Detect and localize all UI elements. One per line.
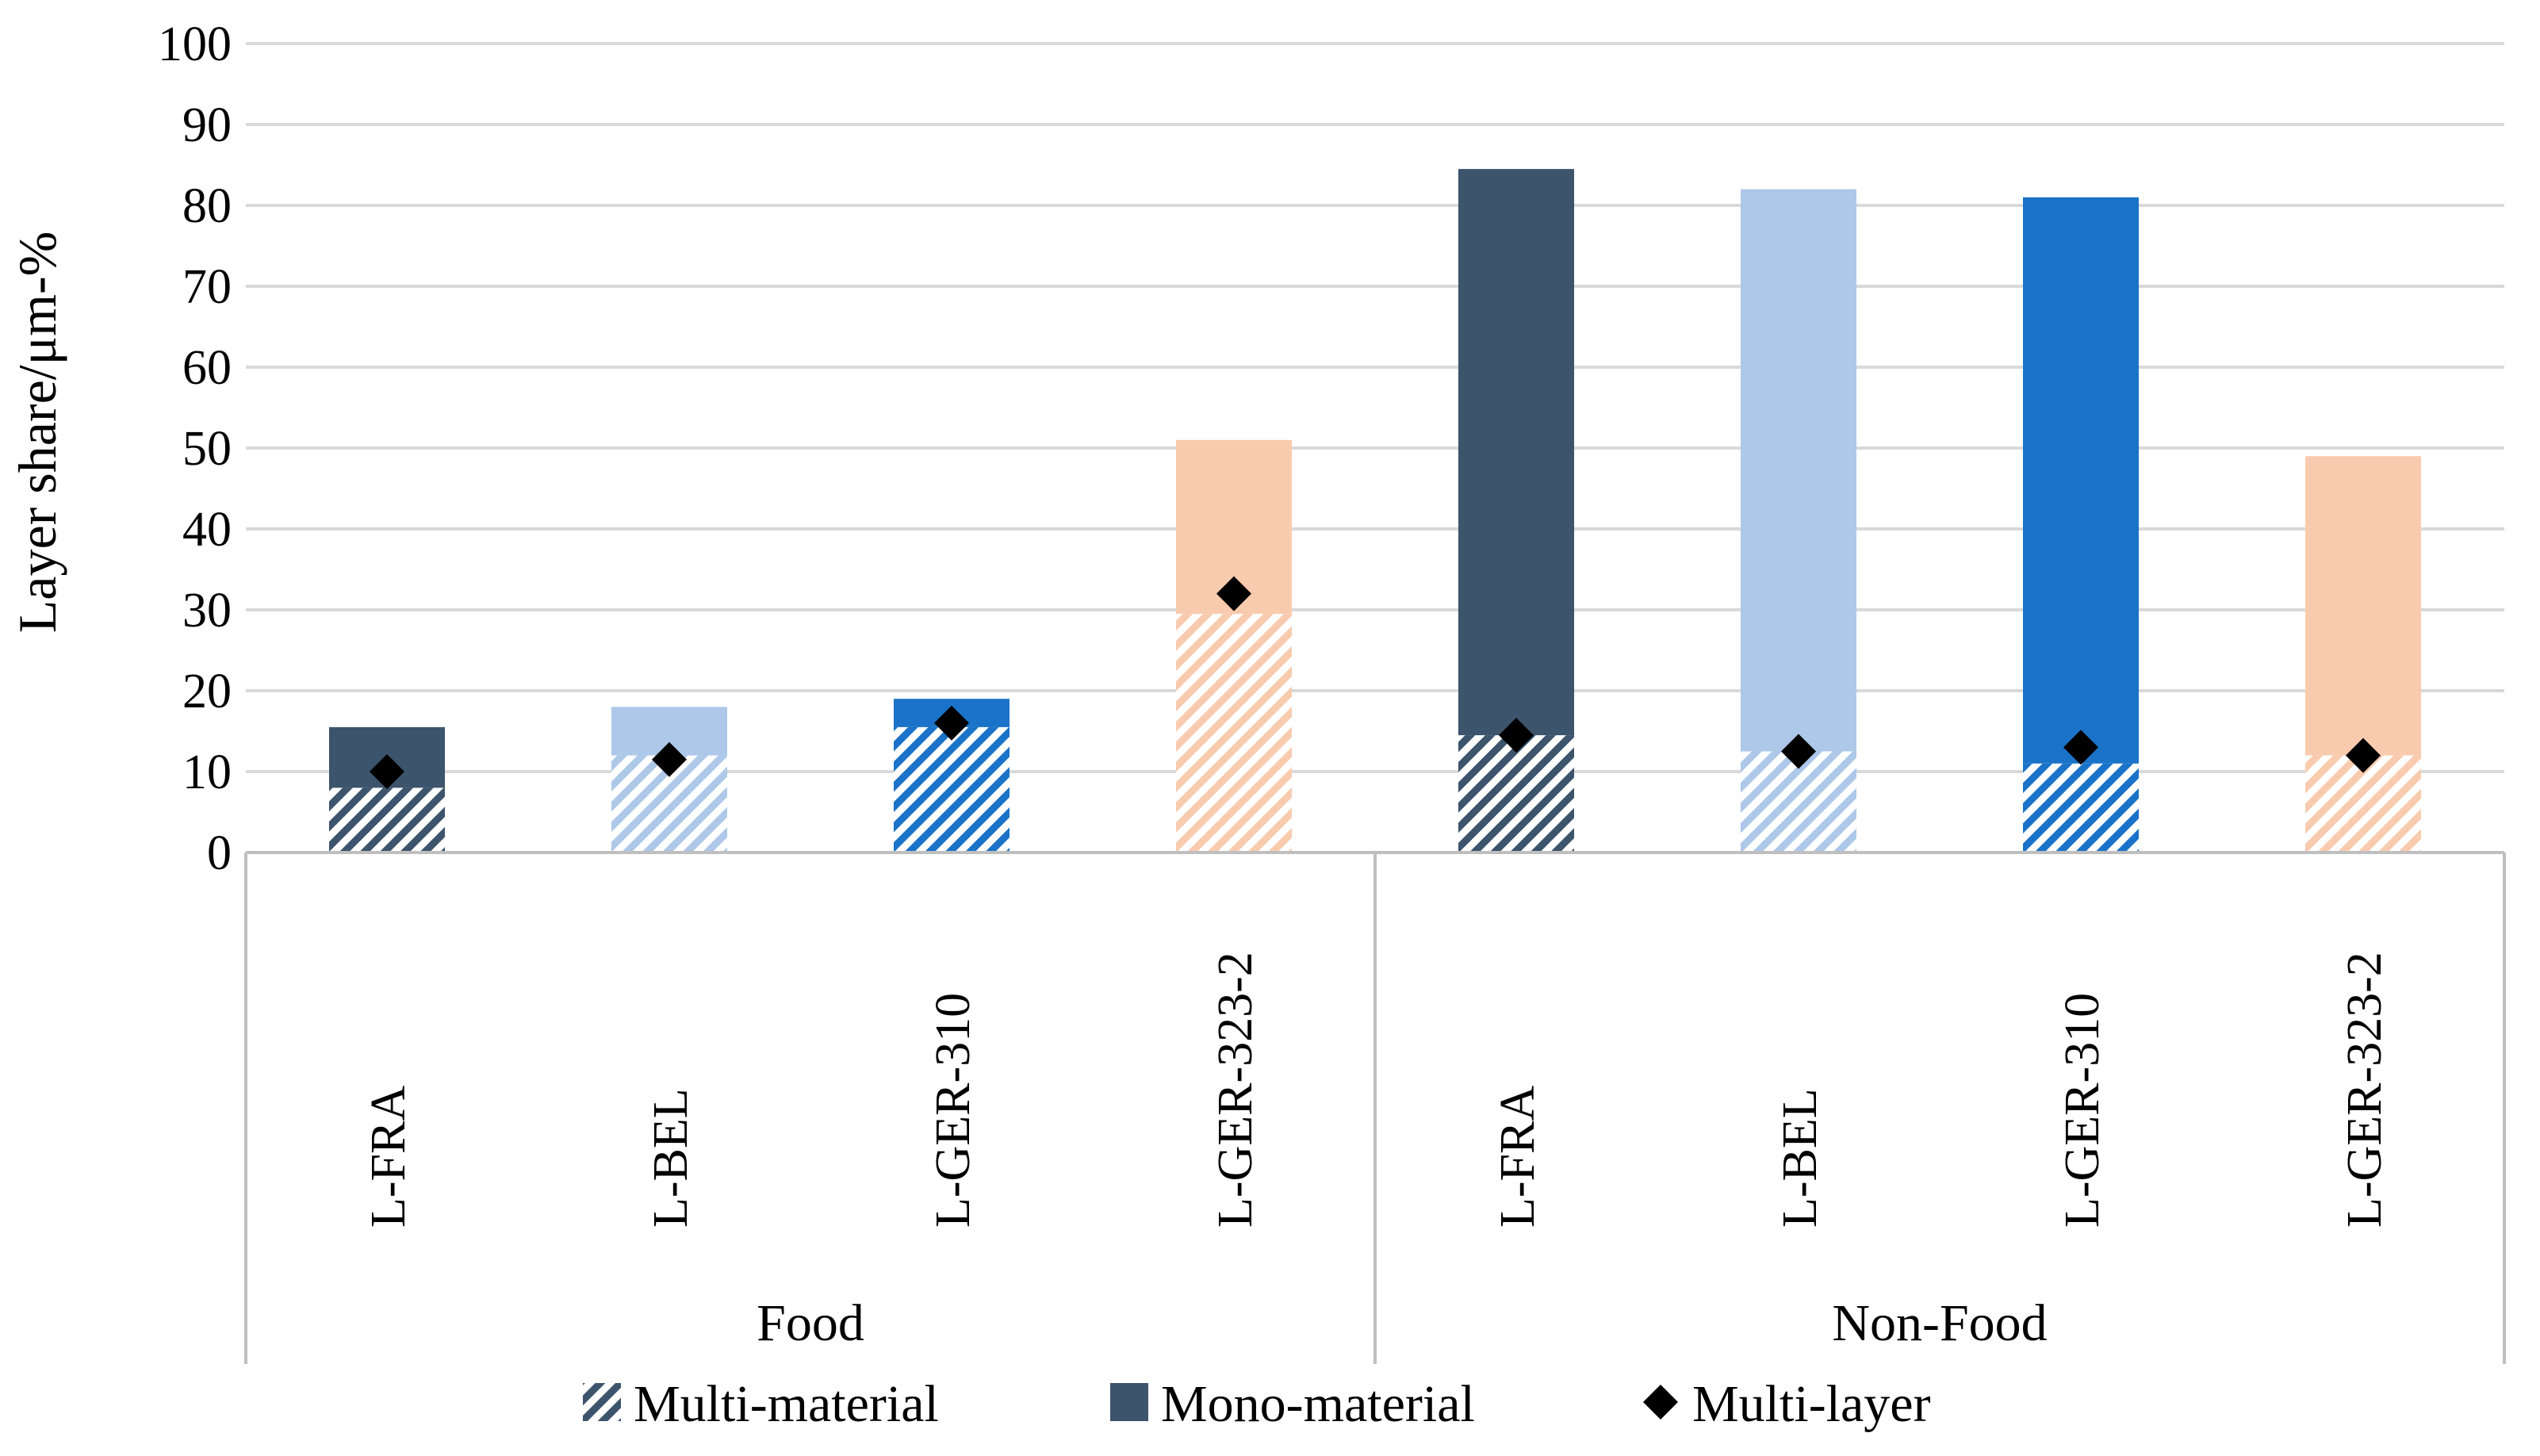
y-tick-label: 10 xyxy=(182,745,232,799)
x-axis: L-FRA L-BEL L-GER-310 L-GER-323-2 L-FRA L-BEL… xyxy=(244,851,2506,1364)
y-tick-label: 20 xyxy=(182,665,232,718)
multi-layer-marker xyxy=(934,705,969,741)
bar-multi-material xyxy=(1176,614,1292,853)
x-category-label: L-BEL xyxy=(644,1088,698,1228)
y-tick-label: 50 xyxy=(182,422,232,476)
legend-label: Mono-material xyxy=(1161,1375,1475,1433)
legend-swatch-mono-material xyxy=(1110,1383,1148,1421)
x-group-label: Non-Food xyxy=(1832,1294,2047,1352)
bar-multi-material xyxy=(894,726,1009,853)
y-tick-label: 0 xyxy=(207,826,232,880)
multi-layer-marker xyxy=(370,754,404,789)
y-tick-label: 80 xyxy=(182,179,232,233)
x-category-label: L-GER-310 xyxy=(2055,993,2109,1228)
bar-mono-material xyxy=(2023,197,2139,764)
multi-layer-marker xyxy=(2346,738,2381,773)
y-tick-label: 100 xyxy=(158,17,232,71)
x-category-label: L-BEL xyxy=(1773,1088,1827,1228)
legend-swatch-multi-material xyxy=(583,1383,621,1421)
bar-multi-material xyxy=(329,787,445,853)
legend-swatch-multi-layer xyxy=(1643,1385,1678,1420)
x-group-label: Food xyxy=(757,1294,864,1352)
legend-label: Multi-layer xyxy=(1692,1375,1931,1433)
y-tick-label: 60 xyxy=(182,341,232,395)
x-category-label: L-GER-323-2 xyxy=(2338,952,2392,1228)
x-category-label: L-GER-323-2 xyxy=(1209,952,1262,1228)
multi-layer-marker xyxy=(1781,734,1816,769)
multi-layer-markers xyxy=(370,576,2381,789)
bar-mono-material xyxy=(1458,169,1574,736)
gridlines xyxy=(246,42,2504,773)
multi-layer-marker xyxy=(1216,576,1251,611)
y-tick-label: 40 xyxy=(182,503,232,557)
bar-mono-material xyxy=(2305,456,2421,756)
bar-multi-material xyxy=(2023,763,2139,853)
multi-layer-marker xyxy=(1499,718,1534,753)
legend-label: Multi-material xyxy=(634,1375,939,1433)
legend: Multi-material Mono-material Multi-layer xyxy=(583,1375,1931,1433)
y-tick-label: 30 xyxy=(182,584,232,638)
y-tick-label: 90 xyxy=(182,98,232,152)
multi-layer-marker xyxy=(652,741,687,777)
bar-mono-material xyxy=(1741,189,1856,752)
bar-multi-material xyxy=(1458,735,1574,853)
y-tick-label: 70 xyxy=(182,260,232,314)
x-category-label: L-GER-310 xyxy=(926,993,980,1228)
x-category-label: L-FRA xyxy=(1491,1086,1545,1228)
x-category-label: L-FRA xyxy=(362,1086,416,1228)
y-axis-tick-labels: 0 10 20 30 40 50 60 70 80 90 100 xyxy=(158,17,232,880)
bars xyxy=(329,169,2421,853)
y-axis-title: Layer share/μm-% xyxy=(7,232,67,634)
multi-layer-marker xyxy=(2063,730,2098,765)
